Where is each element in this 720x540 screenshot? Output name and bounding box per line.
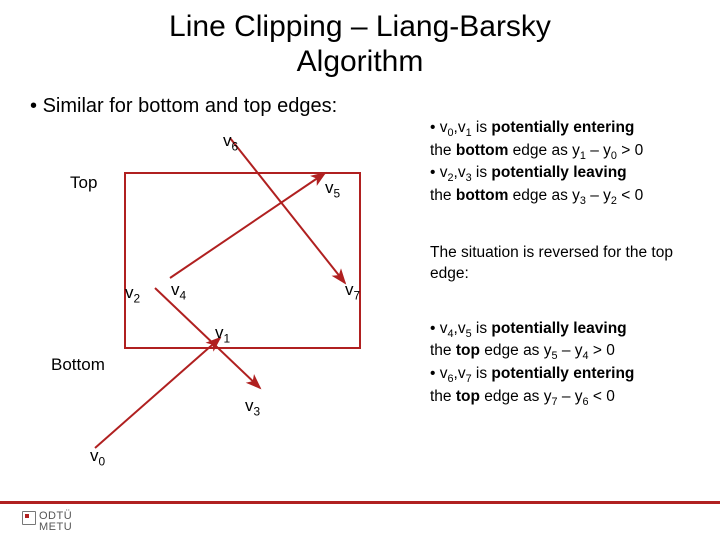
odtu-logo: ODTÜMETU <box>22 511 72 534</box>
label-v4: v4 <box>171 280 186 302</box>
para-1: • v0,v1 is potentially entering the bott… <box>430 118 700 209</box>
main-bullet: • Similar for bottom and top edges: <box>30 95 720 118</box>
label-v2: v2 <box>125 283 140 305</box>
para-2: The situation is reversed for the top ed… <box>430 243 700 285</box>
label-v0: v0 <box>90 446 105 468</box>
arrow-v0-v1 <box>95 338 220 448</box>
content-area: Top Bottom v0 v1 v2 v3 v4 v5 v6 v7 • v0,v1 is pot… <box>0 118 720 498</box>
label-v6: v6 <box>223 131 238 153</box>
title-line-1: Line Clipping – Liang-Barsky <box>169 10 551 43</box>
logo-icon <box>22 511 36 525</box>
diagram-svg <box>25 118 420 478</box>
clipping-diagram: Top Bottom v0 v1 v2 v3 v4 v5 v6 v7 <box>25 118 420 478</box>
slide-title: Line Clipping – Liang-Barsky Algorithm <box>0 0 720 79</box>
label-v3: v3 <box>245 396 260 418</box>
para-3: • v4,v5 is potentially leaving the top e… <box>430 319 700 410</box>
label-v1: v1 <box>215 323 230 345</box>
title-line-2: Algorithm <box>297 45 424 78</box>
label-top: Top <box>70 173 97 193</box>
label-bottom: Bottom <box>51 355 105 375</box>
label-v7: v7 <box>345 280 360 302</box>
label-v5: v5 <box>325 178 340 200</box>
footer-divider <box>0 501 720 504</box>
right-text: • v0,v1 is potentially entering the bott… <box>430 118 700 428</box>
